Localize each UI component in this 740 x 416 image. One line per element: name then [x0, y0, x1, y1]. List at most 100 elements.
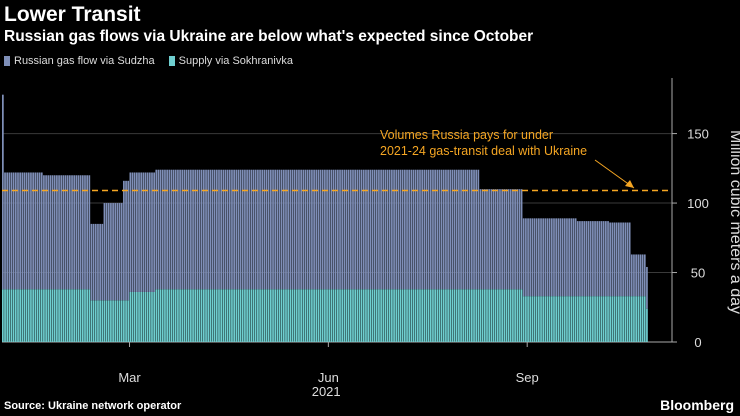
bar-sokhranivka: [66, 289, 69, 342]
bar-sudzha: [373, 169, 376, 290]
bar-sudzha: [486, 189, 488, 290]
bar-sudzha: [174, 169, 177, 290]
bar-sudzha: [380, 169, 382, 290]
bar-sudzha: [356, 169, 359, 290]
bar-sudzha: [45, 175, 47, 290]
bar-sokhranivka: [172, 289, 175, 342]
bar-sokhranivka: [185, 289, 188, 342]
bar-sudzha: [460, 169, 462, 290]
bar-sokhranivka: [166, 289, 168, 342]
bar-sokhranivka: [200, 289, 203, 342]
bar-sudzha: [233, 169, 235, 290]
bar-sokhranivka: [334, 289, 337, 342]
bar-sokhranivka: [505, 289, 508, 342]
bar-sudzha: [291, 169, 294, 290]
bar-sudzha: [62, 175, 65, 290]
bar-sokhranivka: [518, 289, 521, 342]
bar-sudzha: [32, 172, 34, 290]
bar-sokhranivka: [43, 289, 45, 342]
bar-sudzha: [520, 189, 523, 290]
bar-sokhranivka: [125, 300, 127, 342]
bar-sokhranivka: [21, 289, 24, 342]
bar-sudzha: [146, 172, 149, 292]
bar-sudzha: [633, 254, 635, 297]
bar-sudzha: [319, 169, 322, 290]
bar-sokhranivka: [641, 296, 644, 342]
bar-sudzha: [579, 221, 581, 297]
bar-sudzha: [538, 218, 540, 297]
bar-sudzha: [352, 169, 354, 290]
bar-sokhranivka: [222, 289, 225, 342]
bar-sudzha: [371, 169, 374, 290]
bar-sokhranivka: [360, 289, 363, 342]
bar-sokhranivka: [170, 289, 173, 342]
bar-sudzha: [317, 169, 320, 290]
bar-sudzha: [563, 218, 566, 297]
bar-sokhranivka: [507, 289, 510, 342]
bar-sudzha: [471, 169, 473, 290]
bar-sudzha: [285, 169, 287, 290]
bar-sudzha: [235, 169, 238, 290]
bar-sudzha: [313, 169, 315, 290]
bar-sokhranivka: [92, 300, 95, 342]
legend-item-sudzha: Russian gas flow via Sudzha: [4, 55, 155, 67]
bar-sokhranivka: [399, 289, 402, 342]
bar-sudzha: [345, 169, 348, 290]
bar-sudzha: [136, 172, 138, 292]
bar-sudzha: [8, 172, 11, 290]
legend: Russian gas flow via Sudzha Supply via S…: [4, 55, 293, 67]
bar-sudzha: [635, 254, 637, 297]
bar-sudzha: [261, 169, 264, 290]
bar-sudzha: [360, 169, 363, 290]
bar-sokhranivka: [295, 289, 298, 342]
bar-sudzha: [494, 189, 497, 290]
bar-sokhranivka: [177, 289, 179, 342]
bar-sokhranivka: [410, 289, 413, 342]
bar-sudzha: [434, 169, 436, 290]
bar-sokhranivka: [211, 289, 214, 342]
bar-sokhranivka: [445, 289, 447, 342]
bar-sokhranivka: [209, 289, 212, 342]
bar-sudzha: [73, 175, 76, 290]
bar-sudzha: [144, 172, 147, 292]
bar-sokhranivka: [53, 289, 56, 342]
bar-sokhranivka: [153, 291, 156, 342]
bar-sudzha: [19, 172, 22, 290]
year-label: 2021: [312, 384, 341, 399]
bar-sokhranivka: [397, 289, 400, 342]
bar-sudzha: [626, 222, 629, 297]
bar-sokhranivka: [10, 289, 13, 342]
bar-sokhranivka: [34, 289, 37, 342]
bar-sokhranivka: [280, 289, 283, 342]
bar-sokhranivka: [423, 289, 426, 342]
bar-sokhranivka: [561, 296, 564, 342]
bar-sokhranivka: [395, 289, 398, 342]
bar-sudzha: [349, 169, 352, 290]
bar-sudzha: [267, 169, 270, 290]
bar-sokhranivka: [587, 296, 590, 342]
bar-sudzha: [561, 218, 564, 297]
bar-sokhranivka: [133, 291, 136, 342]
bar-sudzha: [589, 221, 592, 297]
bar-sokhranivka: [12, 289, 15, 342]
bar-sudzha: [209, 169, 212, 290]
bar-sokhranivka: [391, 289, 393, 342]
bar-sokhranivka: [64, 289, 67, 342]
bar-sokhranivka: [620, 296, 622, 342]
bar-sokhranivka: [622, 296, 625, 342]
bar-sokhranivka: [341, 289, 344, 342]
bar-sokhranivka: [479, 289, 482, 342]
bar-sudzha: [36, 172, 39, 290]
bar-sudzha: [574, 218, 577, 297]
bar-sudzha: [17, 172, 19, 290]
bar-sudzha: [436, 169, 439, 290]
bar-sokhranivka: [308, 289, 311, 342]
bar-sudzha: [112, 203, 114, 301]
bar-sokhranivka: [8, 289, 11, 342]
bar-sudzha: [107, 203, 110, 301]
bar-sudzha: [399, 169, 402, 290]
bar-sokhranivka: [602, 296, 605, 342]
bar-sudzha: [295, 169, 298, 290]
bar-sudzha: [440, 169, 443, 290]
legend-label-sokhranivka: Supply via Sokhranivka: [178, 55, 293, 67]
